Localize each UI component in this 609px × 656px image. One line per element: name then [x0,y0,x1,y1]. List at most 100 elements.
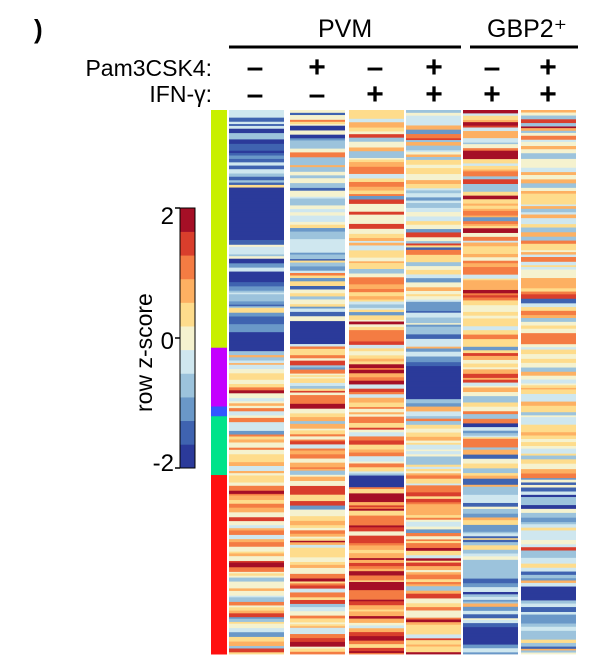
heatmap-cell [349,219,404,225]
heatmap-cell [463,583,518,588]
heatmap-cell [290,423,345,430]
heatmap-cell [521,190,576,195]
heatmap-cell [463,528,518,533]
heatmap-cell [290,138,345,141]
colorbar-tick-label: -2 [152,450,174,477]
heatmap-cell [463,580,518,584]
heatmap-cell [349,173,404,179]
heatmap-cell [229,530,284,536]
heatmap-cell [229,301,284,306]
heatmap-cell [290,441,345,445]
heatmap-cell [406,558,461,562]
heatmap-cell [521,438,576,443]
heatmap-cell [463,644,518,649]
heatmap-cell [349,647,404,652]
heatmap-cell [463,437,518,440]
heatmap-cell [229,139,284,145]
heatmap-cell [290,165,345,168]
heatmap-cell [349,611,404,617]
heatmap-cell [290,266,345,272]
heatmap-cell [406,515,461,519]
heatmap-cell [406,269,461,275]
heatmap-cell [229,534,284,540]
heatmap-cell [521,567,576,572]
heatmap-cell [229,466,284,472]
heatmap-cell [349,590,404,596]
pam3csk4-sign: + [308,51,326,84]
heatmap-cell [229,306,284,309]
heatmap-cell [406,140,461,143]
heatmap-cell [521,149,576,154]
heatmap-cell [463,221,518,225]
heatmap-cell [290,651,345,655]
heatmap-cell [406,466,461,470]
heatmap-cell [521,618,576,624]
heatmap-cell [406,317,461,321]
heatmap-cell [290,375,345,378]
heatmap-cell [463,171,518,177]
heatmap-cell [349,190,404,195]
heatmap-cell [290,436,345,440]
heatmap-cell [349,296,404,300]
heatmap-cell [406,510,461,514]
heatmap-cell [290,573,345,579]
heatmap-cell [349,230,404,235]
heatmap-cell [290,198,345,204]
heatmap-cell [406,487,461,493]
ifng-sign: + [539,78,557,111]
heatmap-cell [229,184,284,188]
heatmap-cell [463,513,518,518]
heatmap-cell [406,498,461,503]
heatmap-cell [290,270,345,274]
heatmap-cell [521,600,576,604]
heatmap-cell [229,517,284,522]
heatmap-cell [229,588,284,592]
heatmap-cell [406,442,461,446]
heatmap-cell [349,194,404,197]
heatmap-cell [521,158,576,162]
heatmap-cell [463,648,518,651]
heatmap-cell [349,292,404,297]
row-cluster-bar [211,347,227,407]
heatmap-cell [406,180,461,185]
heatmap-cell [229,379,284,385]
heatmap-cell [229,617,284,620]
heatmap-cell [290,403,345,410]
heatmap-cell [521,623,576,628]
heatmap-cell [521,227,576,233]
heatmap-cell [229,646,284,649]
heatmap-cell [290,171,345,176]
heatmap-cell [463,113,518,117]
heatmap-cell [290,444,345,449]
heatmap-cell [349,250,404,256]
heatmap-cell [349,337,404,342]
heatmap-cell [290,304,345,308]
heatmap-cell [521,362,576,368]
heatmap-cell [229,405,284,409]
heatmap-cell [349,508,404,512]
heatmap-cell [349,414,404,418]
heatmap-cell [290,527,345,531]
heatmap-cell [406,454,461,457]
heatmap-cell [521,208,576,213]
heatmap-cell [349,473,404,476]
heatmap-cell [463,578,518,581]
heatmap-cell [463,569,518,575]
heatmap-cell [463,536,518,539]
heatmap-cell [406,224,461,230]
heatmap-cell [521,611,576,615]
heatmap-cell [406,630,461,635]
heatmap-cell [463,355,518,361]
heatmap-cell [349,307,404,311]
heatmap-cell [406,432,461,438]
heatmap-cell [290,293,345,297]
heatmap-cell [290,316,345,322]
heatmap-cell [229,128,284,134]
heatmap-cell [290,376,345,379]
heatmap-cell [521,243,576,246]
heatmap-cell [349,277,404,281]
heatmap-cell [521,183,576,189]
heatmap-cell [290,130,345,136]
heatmap-cell [463,406,518,410]
heatmap-cell [290,434,345,437]
